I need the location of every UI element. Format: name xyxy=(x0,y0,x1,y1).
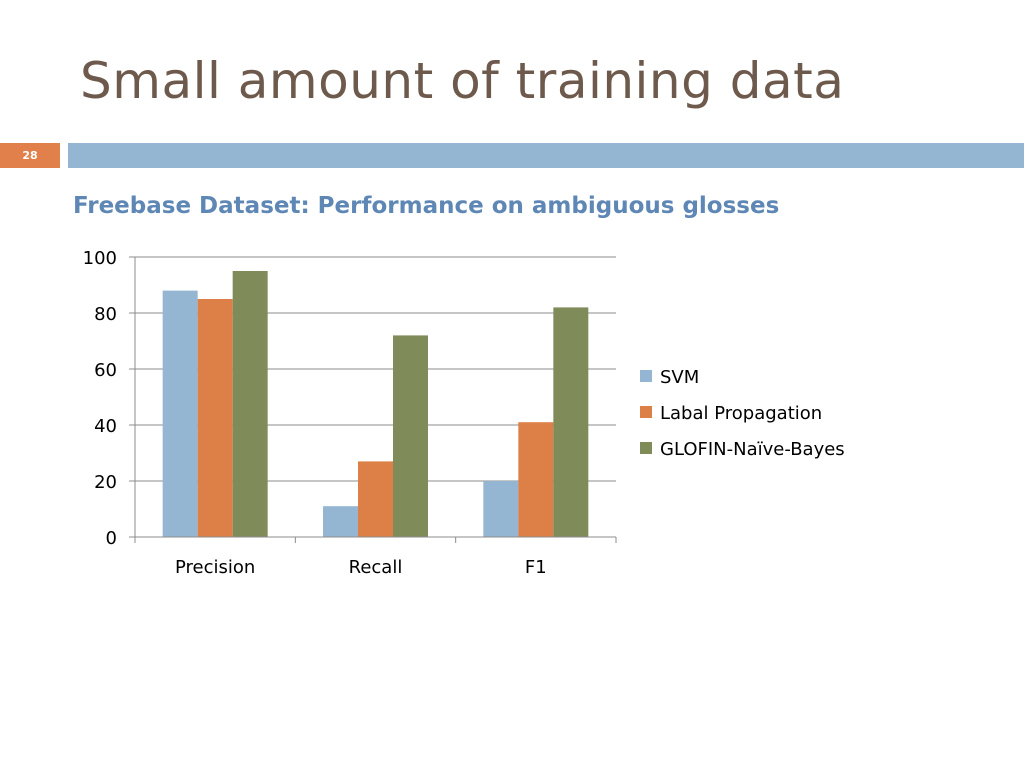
bar xyxy=(323,506,358,537)
bar xyxy=(483,481,519,537)
legend-swatch xyxy=(640,370,652,382)
y-tick-label: 0 xyxy=(106,528,117,549)
bar xyxy=(358,461,393,537)
bar xyxy=(393,335,428,537)
legend-label: Labal Propagation xyxy=(660,403,822,424)
legend: SVM Labal Propagation GLOFIN-Naïve-Bayes xyxy=(640,367,845,460)
legend-swatch xyxy=(640,406,652,418)
y-tick-label: 40 xyxy=(94,416,117,437)
bar xyxy=(162,290,198,537)
bars xyxy=(162,271,589,537)
axes: 0 20 40 60 80 100 Precision Recall F1 xyxy=(83,248,617,578)
y-tick-label: 60 xyxy=(94,360,117,381)
x-tick-label: F1 xyxy=(525,557,547,578)
bar xyxy=(518,422,554,537)
bar xyxy=(197,299,233,537)
y-tick-label: 20 xyxy=(94,472,117,493)
x-tick-label: Precision xyxy=(175,557,255,578)
y-tick-label: 100 xyxy=(83,248,117,269)
header-bar xyxy=(68,143,1024,168)
x-tick-label: Recall xyxy=(349,557,403,578)
y-tick-label: 80 xyxy=(94,304,117,325)
slide-number: 28 xyxy=(0,143,60,168)
bar xyxy=(232,271,268,537)
slide-title: Small amount of training data xyxy=(80,52,845,110)
legend-label: SVM xyxy=(660,367,699,388)
legend-swatch xyxy=(640,442,652,454)
chart-title: Freebase Dataset: Performance on ambiguo… xyxy=(73,193,780,219)
bar xyxy=(553,307,589,537)
legend-label: GLOFIN-Naïve-Bayes xyxy=(660,439,845,460)
